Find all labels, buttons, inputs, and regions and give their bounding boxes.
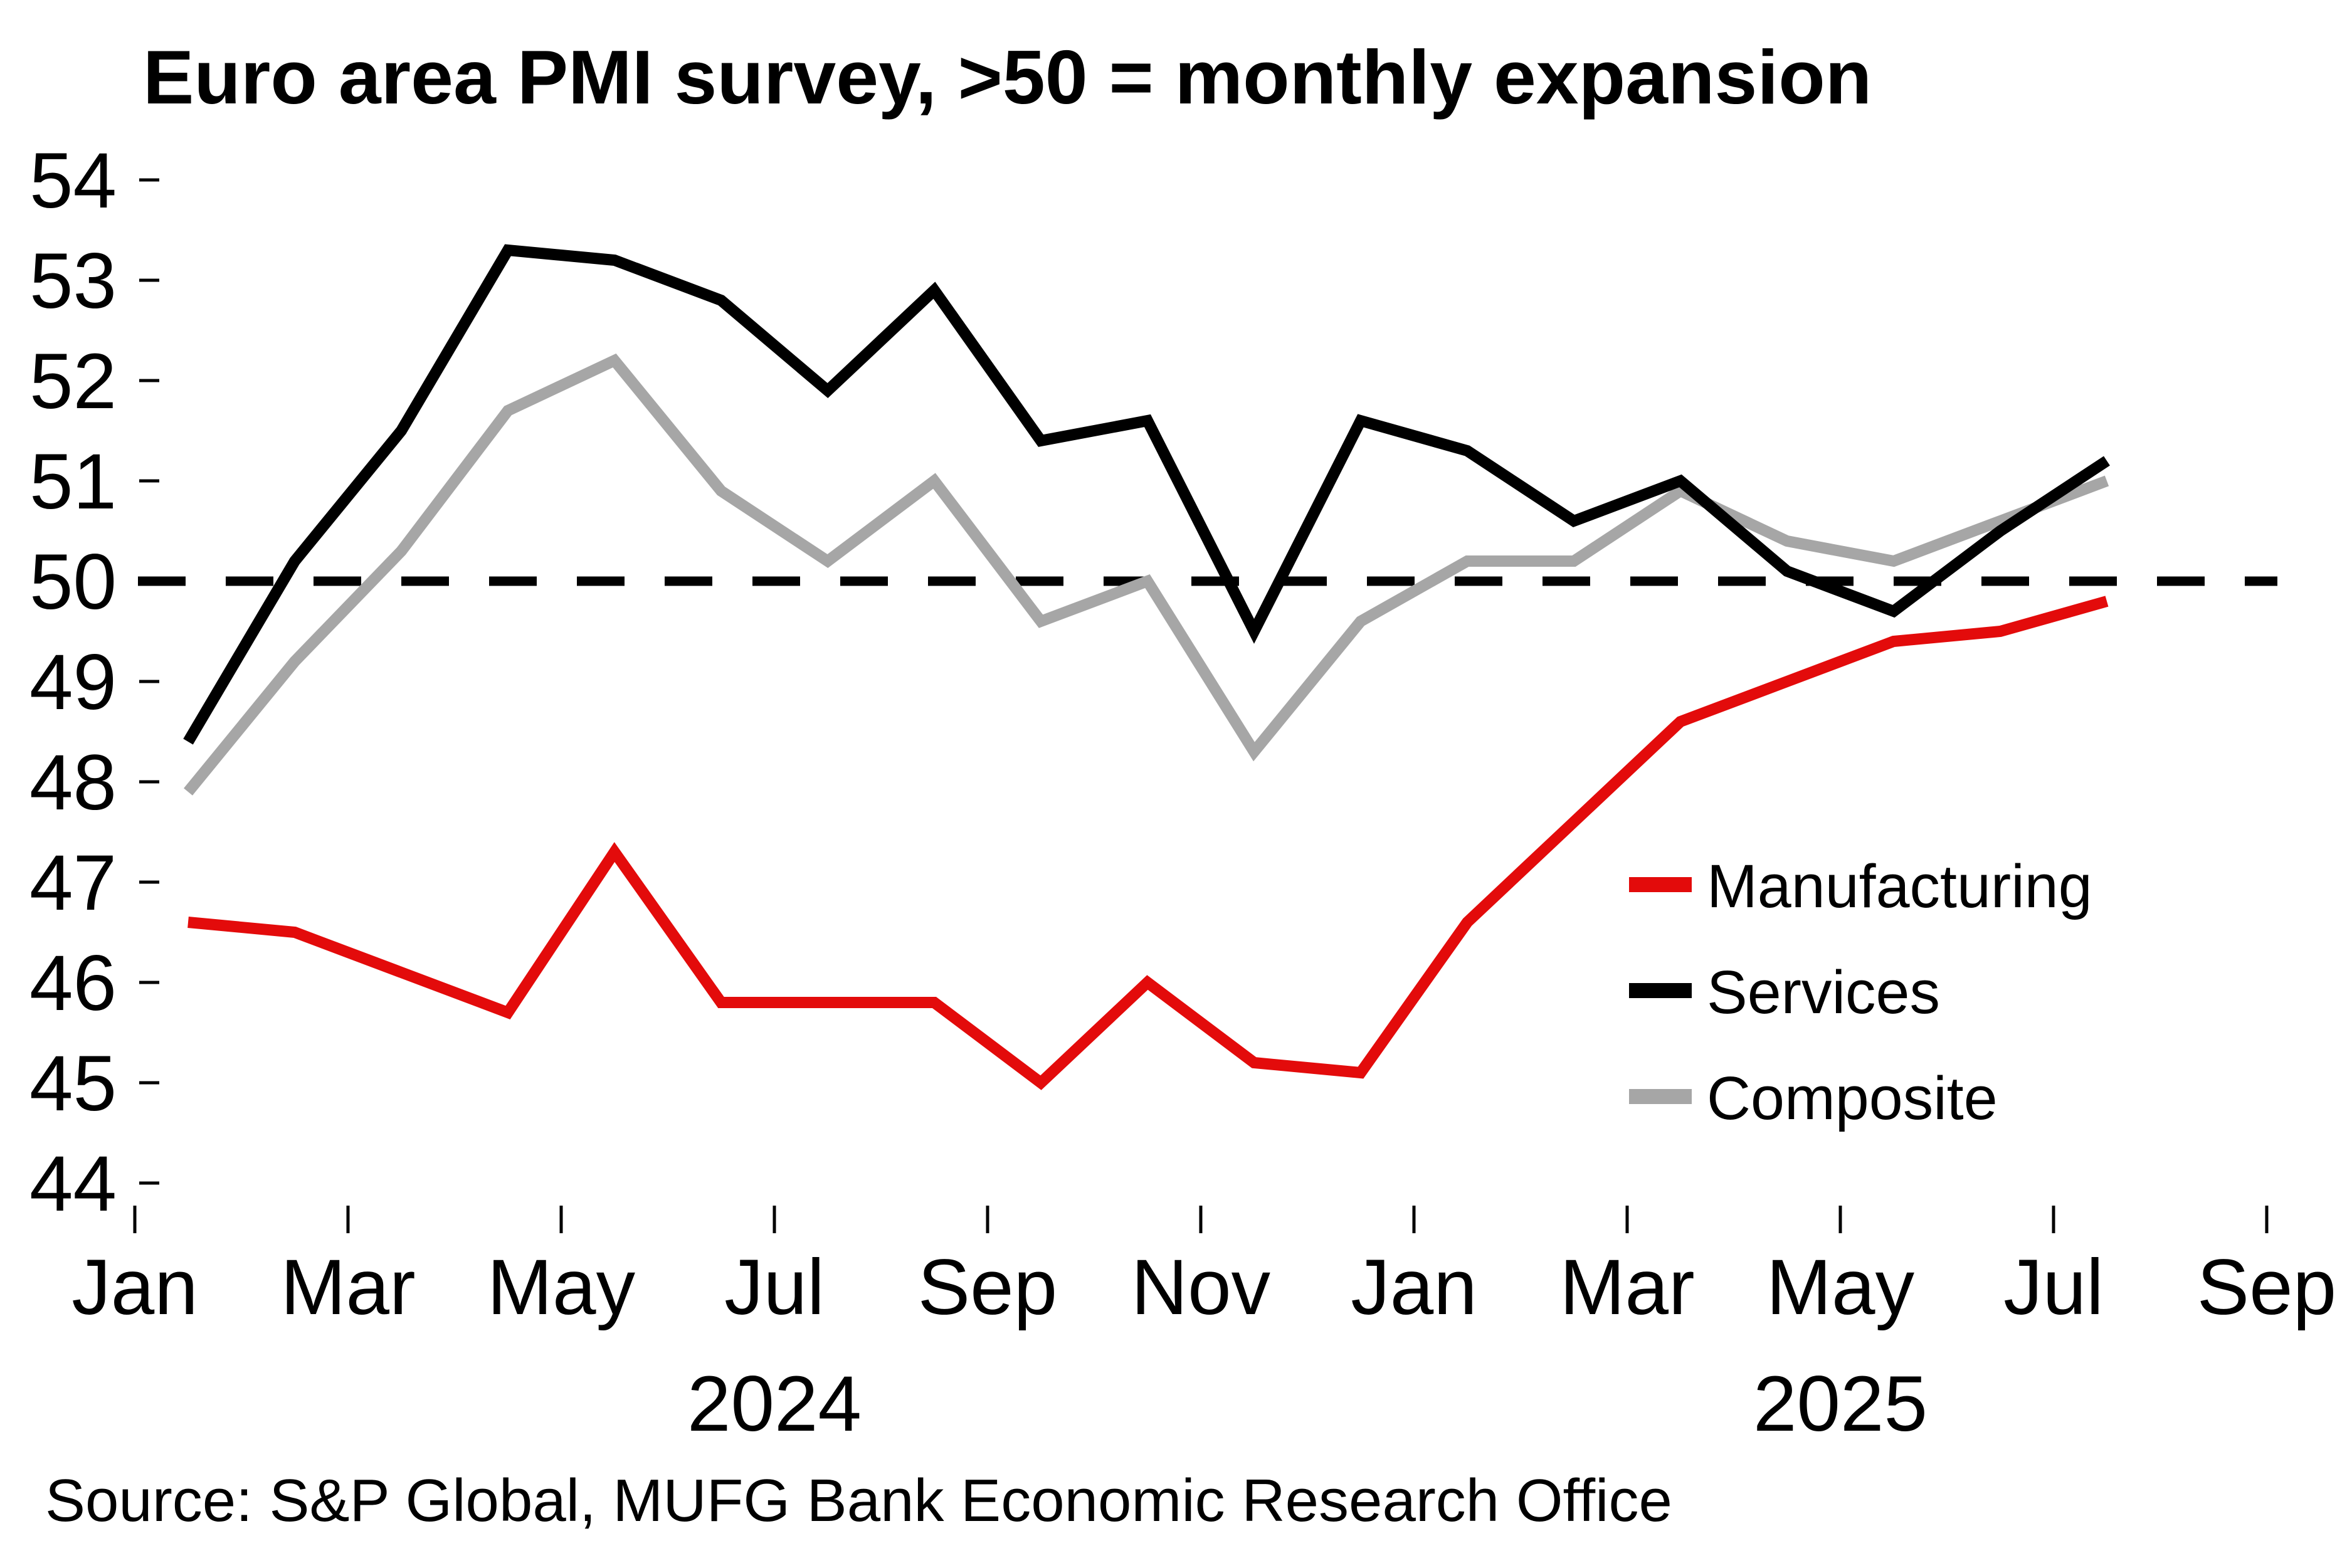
legend-swatch-composite [1629,1089,1692,1104]
legend-swatch-services [1629,983,1692,998]
legend-item-manufacturing: Manufacturing [1629,852,2092,920]
y-axis-label: 46 [29,940,117,1027]
legend-item-services: Services [1629,958,1940,1026]
x-axis-month-label: May [1766,1244,1915,1331]
y-axis-label: 44 [29,1140,117,1228]
y-axis-label: 50 [29,539,117,626]
y-axis-label: 45 [29,1040,117,1127]
x-axis-year-label: 2024 [687,1360,862,1448]
data-series [183,244,2110,1090]
x-axis-month-label: Sep [918,1244,1057,1331]
legend-swatch-manufacturing [1629,877,1692,892]
series-line-manufacturing [187,596,2109,1090]
x-axis-month-label: Jul [2003,1244,2104,1331]
series-line-composite [184,353,2109,796]
legend-label-composite: Composite [1707,1064,1998,1132]
y-axis-label: 51 [29,438,117,525]
legend-label-services: Services [1707,958,1940,1026]
x-axis-month-label: Nov [1131,1244,1271,1331]
y-axis-label: 53 [29,238,117,325]
y-axis-label: 48 [29,739,117,826]
x-axis-month-label: Sep [2197,1244,2336,1331]
legend: Manufacturing Services Composite [1629,852,2092,1132]
source-note: Source: S&P Global, MUFG Bank Economic R… [45,1467,1672,1534]
x-axis-month-label: Jul [724,1244,825,1331]
legend-label-manufacturing: Manufacturing [1707,852,2092,920]
y-axis-label: 47 [29,839,117,927]
legend-item-composite: Composite [1629,1064,1998,1132]
x-axis-month-label: Mar [1559,1244,1694,1331]
y-axis-label: 54 [29,137,117,224]
series-line-services [183,244,2110,745]
chart-title: Euro area PMI survey, >50 = monthly expa… [143,34,1872,120]
x-axis-year-label: 2025 [1753,1360,1927,1448]
x-axis: Jan Mar May Jul Sep Nov Jan Mar May Jul Sep 2024 202… [71,1206,2336,1448]
x-axis-month-label: May [487,1244,636,1331]
y-axis: 54 53 52 51 50 49 48 47 46 45 44 [29,137,159,1228]
y-axis-label: 52 [29,338,117,425]
x-axis-month-label: Jan [1351,1244,1477,1331]
x-axis-month-label: Mar [280,1244,415,1331]
y-axis-label: 49 [29,639,117,726]
x-axis-month-label: Jan [71,1244,198,1331]
